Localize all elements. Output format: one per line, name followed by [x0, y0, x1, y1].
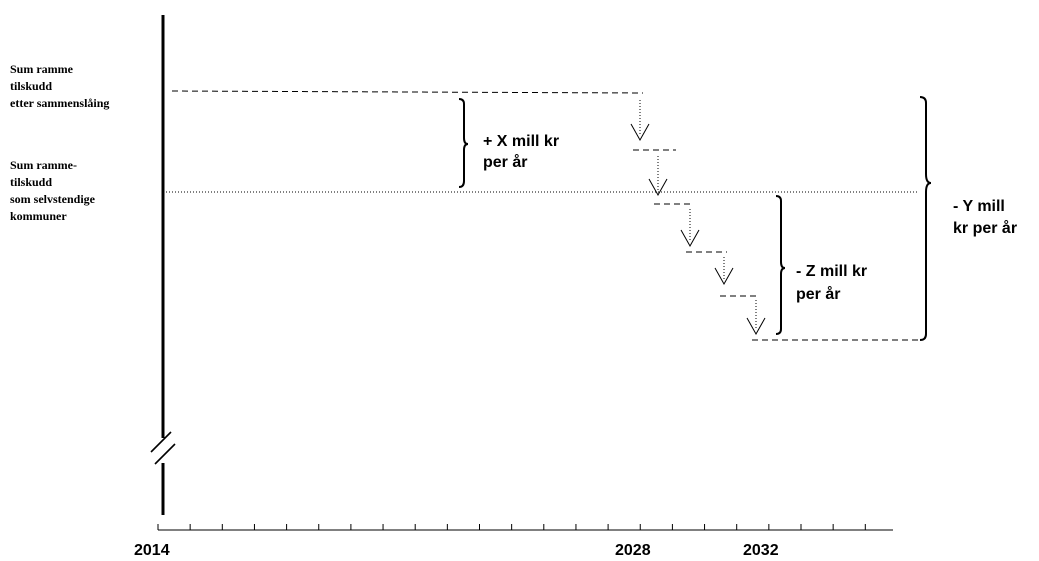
step-arrow-head-2 — [648, 178, 668, 197]
merged-sum-line-2: tilskudd — [10, 79, 52, 93]
x-amount-line-1: + X mill kr — [483, 133, 559, 150]
time-axis-ticks — [157, 524, 866, 530]
year-label-2032: 2032 — [743, 542, 779, 559]
time-axis — [157, 524, 893, 531]
merged-sum-label: Sum ramme tilskudd etter sammenslåing — [10, 62, 109, 110]
step-arrow-head-1 — [630, 123, 650, 142]
step-down-sequence — [630, 100, 766, 336]
independent-sum-line-3: som selvstendige — [10, 192, 96, 206]
y-amount-line-1: - Y mill — [953, 198, 1005, 215]
year-label-2028: 2028 — [615, 542, 651, 559]
merged-sum-line-1: Sum ramme — [10, 62, 74, 76]
y-amount-label: - Y mill kr per år — [953, 198, 1017, 237]
independent-sum-label: Sum ramme- tilskudd som selvstendige kom… — [10, 158, 98, 223]
independent-sum-line-2: tilskudd — [10, 175, 52, 189]
z-amount-line-2: per år — [796, 285, 840, 303]
merged-level-line — [171, 90, 644, 94]
z-amount-label: - Z mill kr per år — [796, 263, 872, 303]
x-amount-line-2: per år — [483, 153, 527, 171]
axis-break-icon — [150, 431, 176, 465]
y-bracket-icon — [919, 96, 932, 341]
independent-sum-line-1: Sum ramme- — [10, 158, 77, 172]
merged-sum-line-3: etter sammenslåing — [10, 96, 109, 110]
step-arrow-head-4 — [714, 267, 734, 286]
x-amount-label: + X mill kr per år — [483, 133, 564, 171]
z-bracket-icon — [775, 195, 786, 335]
x-bracket-icon — [458, 98, 469, 188]
step-arrow-head-3 — [680, 229, 700, 248]
y-amount-line-2: kr per år — [953, 219, 1017, 237]
independent-sum-line-4: kommuner — [10, 209, 67, 223]
year-label-2014: 2014 — [134, 542, 170, 559]
step-arrow-head-5 — [746, 317, 766, 336]
z-amount-line-1: - Z mill kr — [796, 263, 867, 280]
